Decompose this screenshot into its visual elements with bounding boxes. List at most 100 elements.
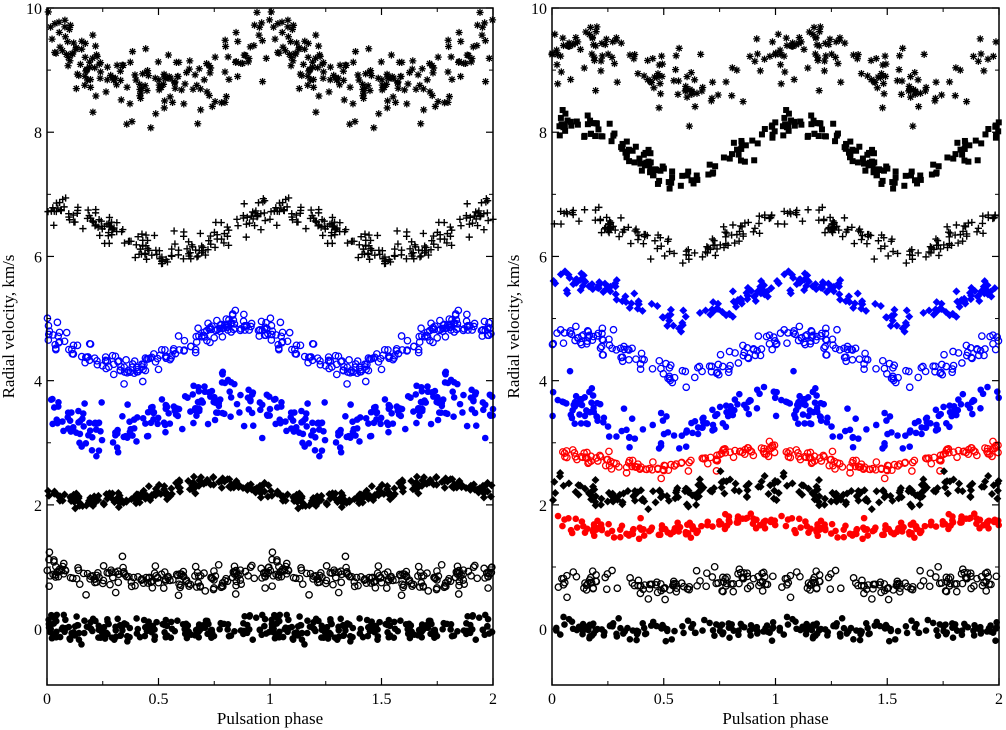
y-tick-label: 0 (539, 622, 547, 639)
right-series-10-point (815, 627, 823, 634)
left-series-3-point (75, 407, 82, 415)
left-series-6-point (425, 617, 433, 625)
right-series-5-point (709, 406, 716, 414)
right-series-10-point (760, 628, 767, 635)
right-series-2-point (863, 240, 871, 248)
left-series-4-point (189, 472, 198, 481)
left-series-1-point (465, 220, 474, 228)
right-series-4-point (632, 355, 640, 364)
left-series-0-point (455, 28, 463, 37)
right-series-1-point (841, 144, 848, 151)
left-series-0-point (91, 64, 99, 72)
right-series-1-point (917, 176, 924, 183)
right-series-10-point (769, 624, 777, 631)
right-series-1-point (797, 118, 804, 125)
left-series-5-point (159, 584, 168, 592)
left-series-2-point (239, 310, 248, 319)
left-series-0-point (64, 62, 72, 70)
left-series-1-point (171, 240, 179, 248)
right-series-5-point (571, 420, 579, 428)
left-series-3-point (321, 399, 328, 406)
left-series-0-point (62, 50, 71, 58)
left-series-0-point (271, 35, 279, 43)
left-series-0-point (89, 31, 97, 39)
left-series-3-point (442, 409, 449, 417)
left-series-3-point (309, 419, 316, 427)
right-series-5-point (620, 405, 628, 412)
left-series-0-point (375, 110, 383, 118)
right-series-5-point (604, 423, 612, 430)
right-series-2-point (968, 218, 976, 227)
left-series-3-point (265, 393, 273, 400)
left-series-3-point (377, 414, 385, 422)
left-series-4-point (333, 498, 342, 507)
left-series-2-point (114, 357, 122, 366)
right-x-axis-label: Pulsation phase (722, 709, 828, 728)
right-series-5-point (771, 394, 779, 402)
left-series-4-point (412, 472, 421, 481)
left-series-1-point (484, 216, 492, 225)
right-series-8-point (778, 512, 785, 520)
right-series-10-point (873, 618, 881, 626)
left-series-0-point (173, 73, 182, 81)
right-series-10-point (684, 617, 692, 624)
left-series-6-point (440, 619, 448, 627)
right-series-0-point (969, 52, 978, 61)
right-series-5-point (844, 405, 851, 412)
right-series-0-point (976, 35, 984, 43)
left-series-0-point (292, 50, 300, 58)
right-series-9-point (758, 587, 767, 595)
right-series-10-point (692, 629, 699, 637)
left-series-4-point (301, 501, 310, 510)
left-series-0-point (362, 70, 370, 78)
right-series-10-point (679, 623, 686, 630)
left-series-3-point (226, 388, 233, 395)
right-series-9-point (708, 573, 717, 581)
left-series-6-point (123, 621, 130, 628)
left-series-0-point (457, 72, 465, 81)
left-series-0-point (86, 83, 95, 91)
left-series-2-point (157, 346, 166, 354)
right-series-10-point (556, 631, 564, 638)
left-series-2-point (415, 332, 424, 341)
right-series-0-point (697, 50, 705, 58)
right-series-10-point (768, 637, 776, 644)
right-series-10-point (838, 615, 846, 622)
right-series-1-point (817, 120, 824, 127)
right-series-0-point (813, 41, 821, 49)
right-series-1-point (791, 118, 798, 125)
right-series-7-point (649, 487, 658, 496)
left-series-2-point (414, 348, 423, 357)
left-series-1-point (150, 231, 159, 240)
left-series-0-point (136, 94, 145, 102)
left-series-0-point (103, 63, 112, 71)
right-series-8-point (559, 522, 566, 530)
right-series-4-point (833, 325, 841, 334)
right-series-0-point (984, 55, 992, 63)
right-series-0-point (916, 89, 925, 97)
left-series-1-point (194, 252, 202, 260)
left-series-6-point (68, 629, 75, 637)
left-series-2-point (290, 345, 299, 354)
left-series-0-point (419, 85, 428, 93)
left-series-3-point (92, 426, 100, 433)
left-series-5-point (440, 583, 449, 592)
right-series-5-point (722, 423, 730, 431)
left-series-1-point (124, 237, 133, 246)
left-series-3-point (154, 414, 162, 422)
left-series-3-point (227, 413, 234, 420)
left-series-0-point (468, 54, 476, 63)
left-series-5-point (250, 574, 259, 583)
right-series-5-point (586, 408, 594, 416)
right-series-5-point (567, 411, 575, 419)
right-series-0-point (685, 122, 693, 130)
right-series-2-point (979, 229, 987, 237)
right-series-2-point (902, 259, 910, 267)
left-series-0-point (102, 88, 110, 96)
right-series-8-point (916, 529, 924, 537)
left-series-0-point (51, 20, 59, 28)
left-series-1-point (54, 204, 62, 212)
right-series-5-point (923, 419, 931, 426)
left-series-1-point (109, 226, 117, 234)
left-series-5-point (191, 562, 200, 571)
